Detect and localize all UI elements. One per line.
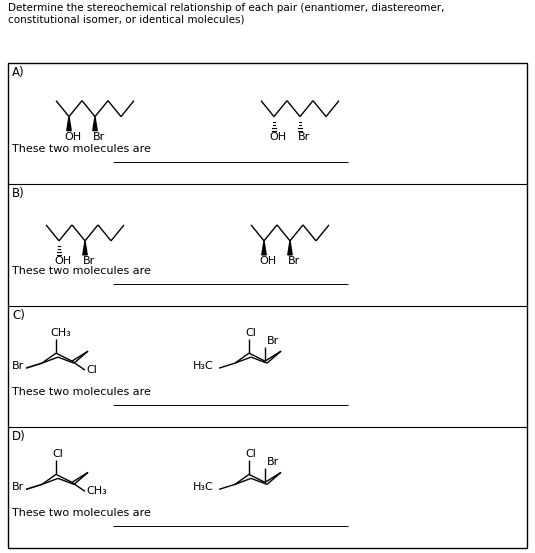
- Text: Br: Br: [267, 457, 279, 467]
- Text: OH: OH: [54, 256, 71, 266]
- Polygon shape: [93, 117, 97, 131]
- Text: OH: OH: [64, 132, 81, 142]
- Polygon shape: [262, 241, 266, 255]
- Text: Determine the stereochemical relationship of each pair (enantiomer, diastereomer: Determine the stereochemical relationshi…: [8, 3, 445, 13]
- Text: Cl: Cl: [245, 328, 256, 338]
- Text: These two molecules are: These two molecules are: [12, 508, 151, 518]
- Text: Br: Br: [298, 132, 310, 142]
- Text: constitutional isomer, or identical molecules): constitutional isomer, or identical mole…: [8, 14, 244, 24]
- Bar: [8, 63, 527, 548]
- Text: OH: OH: [269, 132, 286, 142]
- Polygon shape: [288, 241, 292, 255]
- Text: A): A): [12, 66, 25, 79]
- Text: Br: Br: [12, 482, 24, 492]
- Text: OH: OH: [259, 256, 276, 266]
- Text: H₃C: H₃C: [193, 482, 214, 492]
- Text: H₃C: H₃C: [193, 361, 214, 371]
- Text: CH₃: CH₃: [50, 328, 71, 338]
- Text: Cl: Cl: [52, 450, 63, 460]
- Text: These two molecules are: These two molecules are: [12, 265, 151, 275]
- Text: These two molecules are: These two molecules are: [12, 144, 151, 154]
- Text: D): D): [12, 430, 26, 443]
- Text: Br: Br: [267, 336, 279, 346]
- Text: Br: Br: [93, 132, 105, 142]
- Text: Cl: Cl: [86, 365, 97, 375]
- Text: These two molecules are: These two molecules are: [12, 387, 151, 397]
- Text: Br: Br: [288, 256, 300, 266]
- Polygon shape: [67, 117, 71, 131]
- Text: Br: Br: [12, 361, 24, 371]
- Text: B): B): [12, 187, 25, 200]
- Text: Cl: Cl: [245, 450, 256, 460]
- Polygon shape: [83, 241, 87, 255]
- Text: Br: Br: [83, 256, 95, 266]
- Text: CH₃: CH₃: [86, 487, 107, 497]
- Text: C): C): [12, 309, 25, 321]
